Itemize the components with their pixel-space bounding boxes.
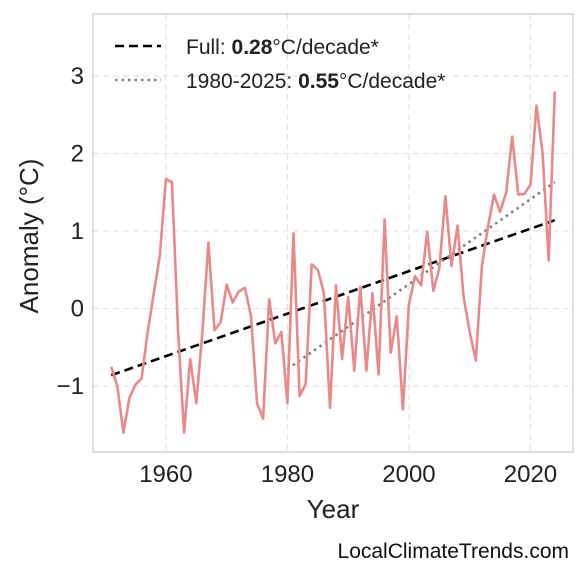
- y-tick-label: 2: [71, 141, 84, 168]
- y-tick-label: −1: [57, 373, 84, 400]
- legend: Full: 0.28°C/decade* 1980-2025: 0.55°C/d…: [115, 36, 445, 93]
- x-tick-label: 1960: [139, 461, 192, 488]
- legend-label-1980-2025: 1980-2025: 0.55°C/decade*: [186, 70, 445, 93]
- y-tick-labels: −1 0 1 2 3: [57, 63, 84, 400]
- x-tick-labels: 1960 1980 2000 2020: [139, 461, 557, 488]
- legend-label-full: Full: 0.28°C/decade*: [186, 36, 379, 59]
- x-tick-label: 2000: [382, 461, 435, 488]
- y-tick-label: 0: [71, 296, 84, 323]
- y-tick-label: 1: [71, 218, 84, 245]
- y-tick-label: 3: [71, 63, 84, 90]
- site-credit: LocalClimateTrends.com: [337, 540, 569, 563]
- plot-frame: [92, 13, 574, 453]
- x-tick-label: 1980: [261, 461, 314, 488]
- x-axis-title: Year: [307, 494, 360, 524]
- trend-line-full: [110, 218, 556, 377]
- x-tick-label: 2020: [504, 461, 557, 488]
- data-series: [109, 91, 557, 434]
- y-axis-title: Anomaly (°C): [14, 159, 44, 314]
- anomaly-series-line: [109, 91, 557, 434]
